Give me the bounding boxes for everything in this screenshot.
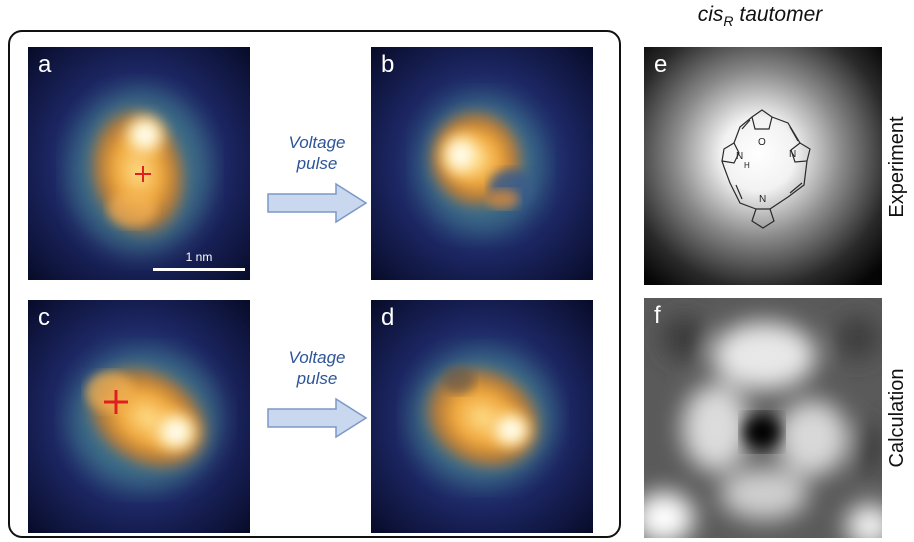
nitrogen-atom-label-right: N [789,149,796,160]
stm-image-d [371,300,593,533]
voltage-pulse-arrow-top: Voltage pulse [262,132,372,229]
stm-panel-a: a [28,47,250,280]
stm-image-a [28,47,250,280]
stm-panel-b: b [371,47,593,280]
voltage-pulse-text-line2: pulse [296,154,338,173]
voltage-pulse-text-line1: Voltage [288,133,346,152]
scale-bar [153,268,245,271]
title-rest: tautomer [733,3,823,26]
stm-panel-c: c [28,300,250,533]
panel-label-a: a [38,51,52,78]
voltage-pulse-arrow-bottom: Voltage pulse [262,347,372,444]
voltage-pulse-text-line2: pulse [296,369,338,388]
experiment-image-e: O N N N H [644,47,882,285]
panel-label-e: e [654,51,668,78]
panel-label-d: d [381,304,395,331]
nitrogen-atom-label-bottom: N [759,194,766,205]
calculation-panel-f: f [644,298,882,538]
tip-position-marker-icon [135,166,151,182]
experiment-side-label: Experiment [886,116,908,218]
panel-label-f: f [654,302,661,329]
stm-image-b [371,47,593,280]
hydrogen-atom-label: H [744,161,750,170]
right-arrow-icon [267,182,368,224]
right-arrow-icon [267,397,368,439]
oxygen-atom-label: O [758,137,766,148]
tip-position-marker-icon [104,390,128,414]
calculation-side-label: Calculation [886,368,908,468]
title-subscript: R [723,13,734,30]
nitrogen-atom-label-left: N [736,151,743,162]
porphyrin-structure-drawing [721,109,811,229]
experiment-panel-e: O N N N H e [644,47,882,285]
panel-group-frame [8,30,621,538]
tautomer-title: cisR tautomer [660,2,860,34]
panel-label-b: b [381,51,395,78]
scale-bar-label: 1 nm [185,250,213,264]
panel-label-c: c [38,304,50,331]
voltage-pulse-text-line1: Voltage [288,348,346,367]
stm-image-c [28,300,250,533]
calculation-image-f [644,298,882,538]
stm-panel-d: d [371,300,593,533]
title-main: cis [697,3,724,26]
